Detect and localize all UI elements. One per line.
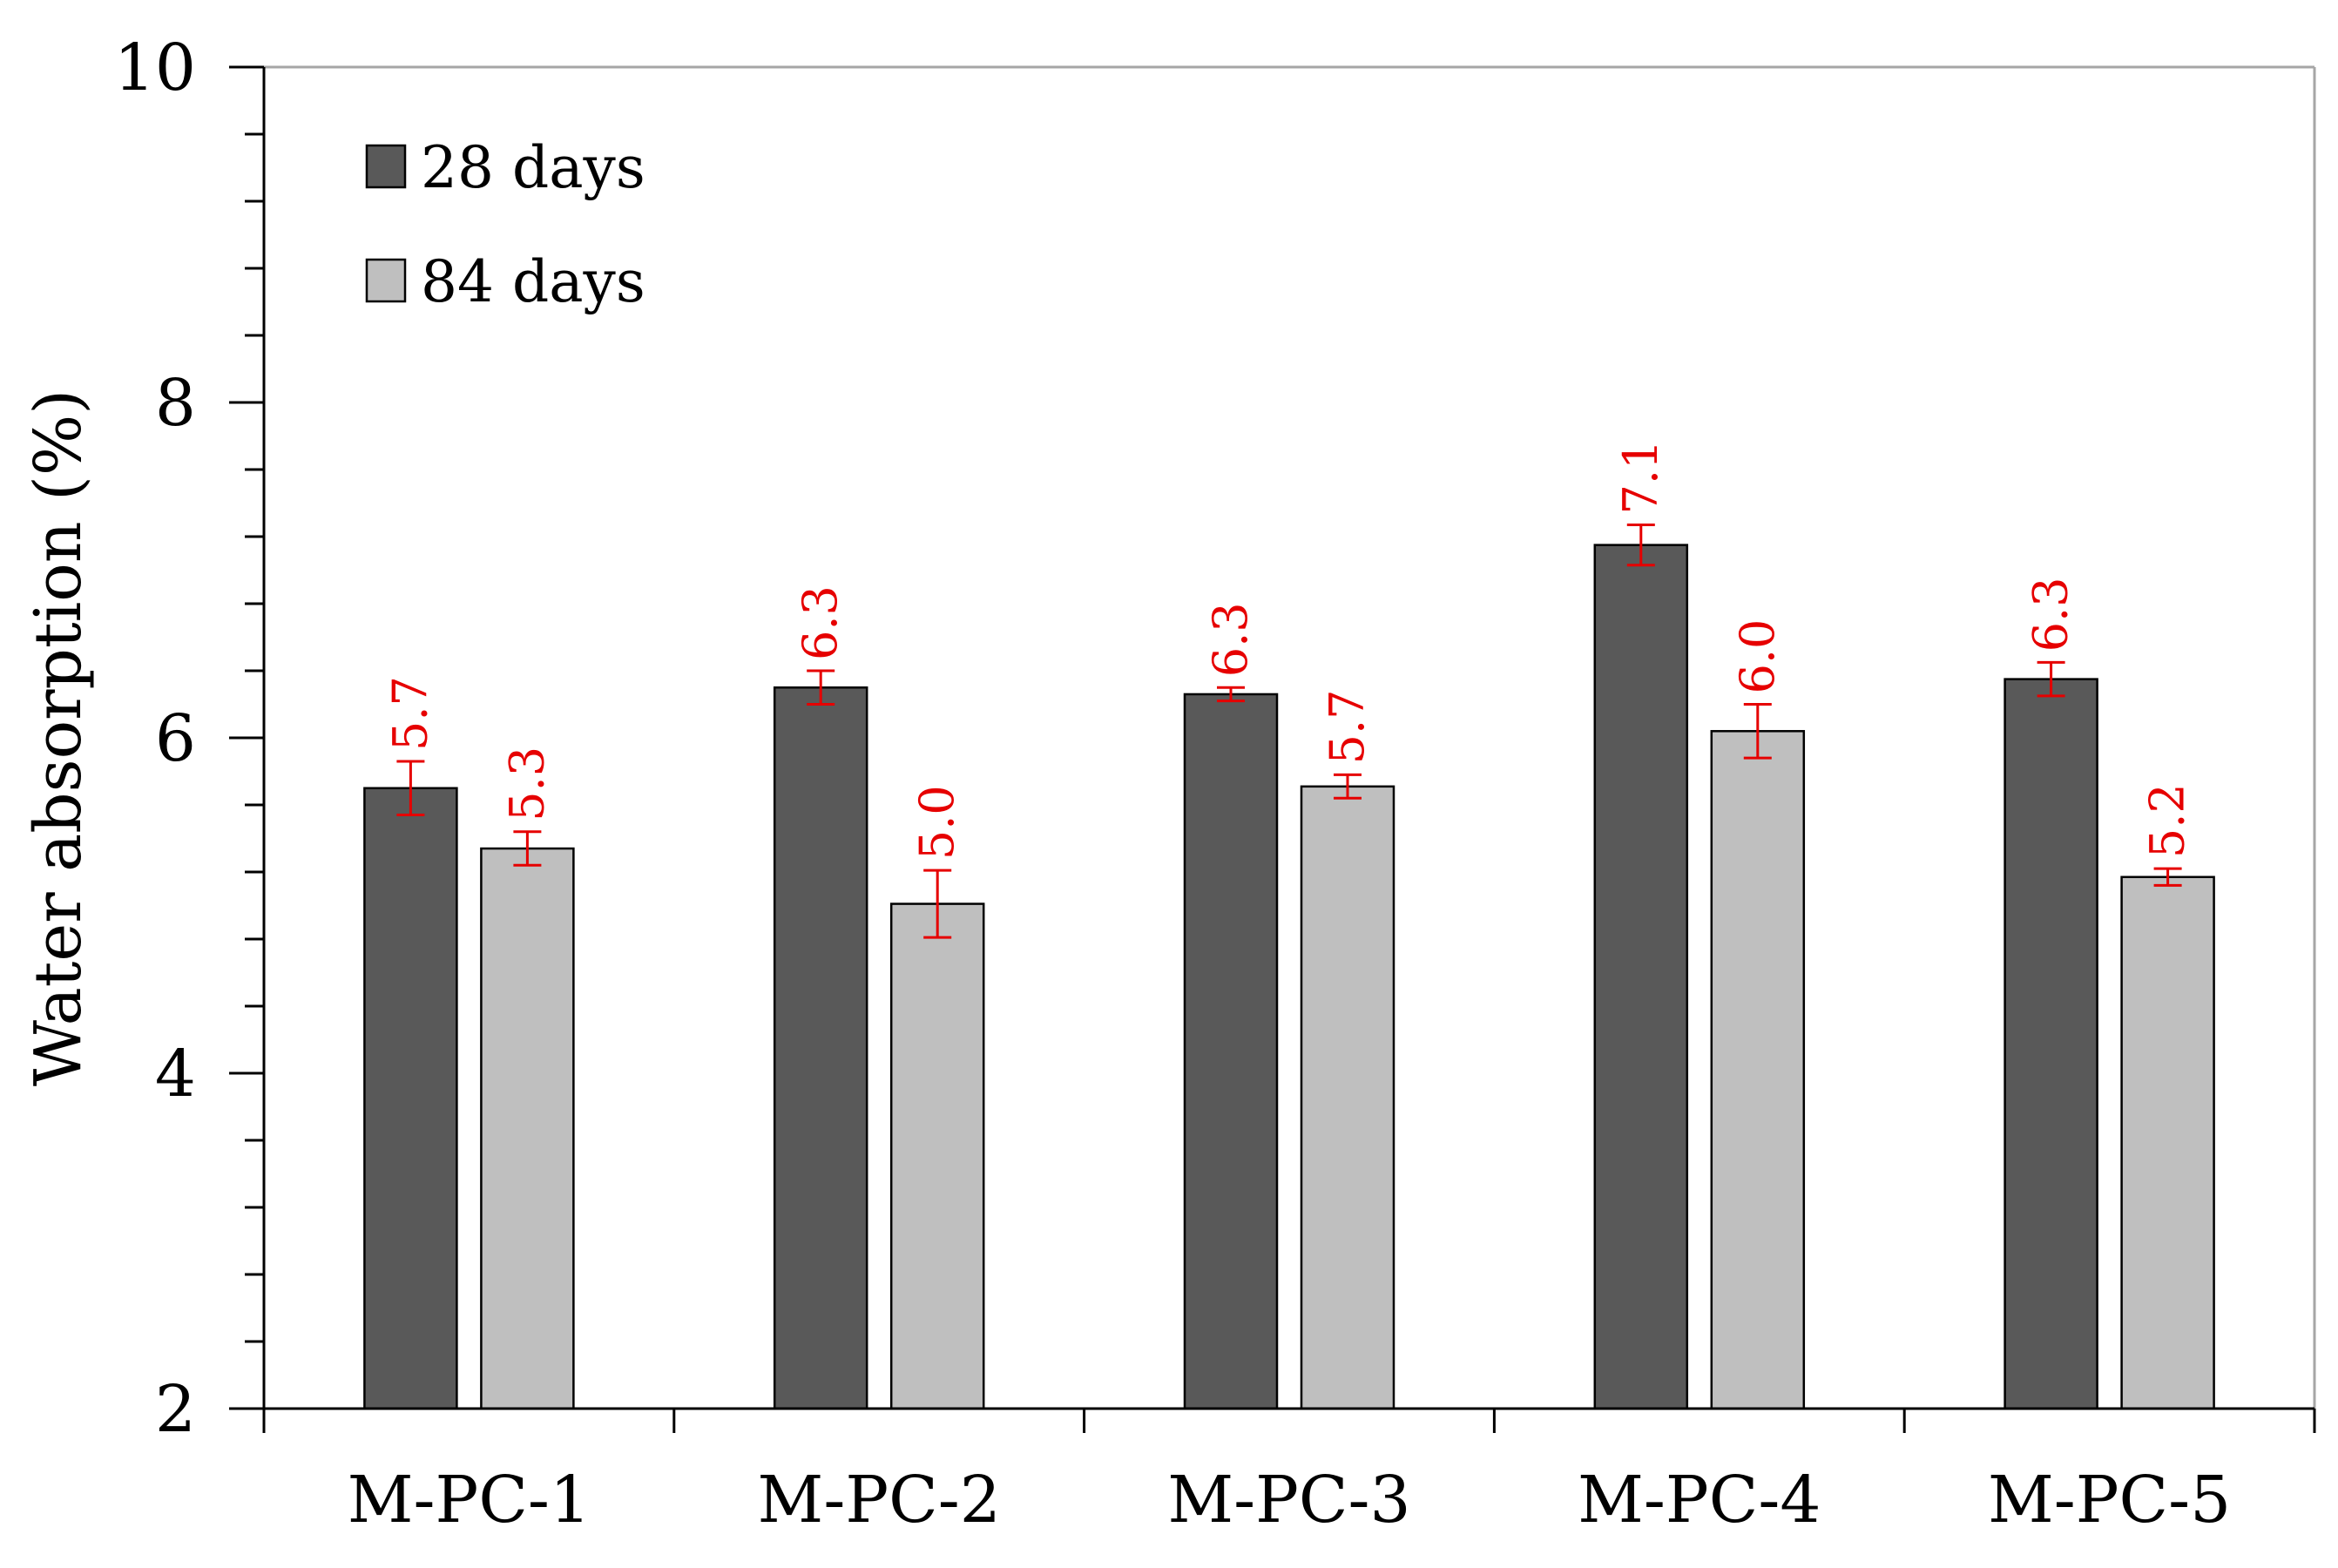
error-bars-group xyxy=(396,524,2182,939)
bar-84d-M-PC-2 xyxy=(889,902,985,1410)
bar-28d-M-PC-1 xyxy=(363,787,458,1410)
bar-84d-M-PC-5 xyxy=(2120,875,2215,1410)
data-label: 6.0 xyxy=(1730,619,1785,694)
y-tick-label: 2 xyxy=(155,1372,196,1447)
data-label: 5.7 xyxy=(1320,689,1375,764)
legend: 28 days 84 days xyxy=(365,134,645,315)
x-tick-label: M-PC-1 xyxy=(348,1463,591,1538)
x-tick-label: M-PC-2 xyxy=(758,1463,1001,1538)
x-tick-label: M-PC-3 xyxy=(1167,1463,1410,1538)
legend-label-84d: 84 days xyxy=(421,248,645,315)
y-tick-label: 10 xyxy=(114,30,196,105)
y-axis-title: Water absorption (%) xyxy=(21,389,96,1086)
legend-swatch-84d xyxy=(365,258,407,303)
y-tick-label: 8 xyxy=(155,366,196,441)
bar-84d-M-PC-4 xyxy=(1710,730,1806,1410)
bar-84d-M-PC-1 xyxy=(480,847,575,1410)
data-label: 7.1 xyxy=(1613,440,1668,515)
bars-group xyxy=(363,544,2215,1410)
data-labels-group: 5.7 6.3 6.3 7.1 6.3 5.3 5.0 5.7 6.0 5.2 xyxy=(382,440,2194,860)
y-tick-label: 4 xyxy=(155,1037,196,1112)
data-label: 5.0 xyxy=(909,785,964,860)
x-tick-label: M-PC-4 xyxy=(1578,1463,1821,1538)
x-tick-label: M-PC-5 xyxy=(1988,1463,2231,1538)
legend-label-28d: 28 days xyxy=(421,134,645,201)
data-label: 5.7 xyxy=(382,676,437,751)
bar-84d-M-PC-3 xyxy=(1300,785,1395,1410)
bar-28d-M-PC-2 xyxy=(773,686,868,1410)
axes-group: 2 4 6 8 10 M-PC-1 M-PC-2 M-PC-3 M-PC-4 M-PC-5 Wate… xyxy=(21,30,2316,1538)
bar-28d-M-PC-3 xyxy=(1183,693,1279,1410)
bar-28d-M-PC-4 xyxy=(1593,544,1689,1410)
y-tick-label: 6 xyxy=(155,701,196,776)
data-label: 5.2 xyxy=(2140,783,2195,858)
legend-swatch-28d xyxy=(365,144,407,189)
bar-28d-M-PC-5 xyxy=(2004,678,2098,1410)
data-label: 6.3 xyxy=(793,585,848,660)
data-label: 5.3 xyxy=(499,747,554,821)
data-label: 6.3 xyxy=(2024,577,2078,652)
plot-frame-group xyxy=(264,65,2316,1409)
data-label: 6.3 xyxy=(1203,602,1258,677)
